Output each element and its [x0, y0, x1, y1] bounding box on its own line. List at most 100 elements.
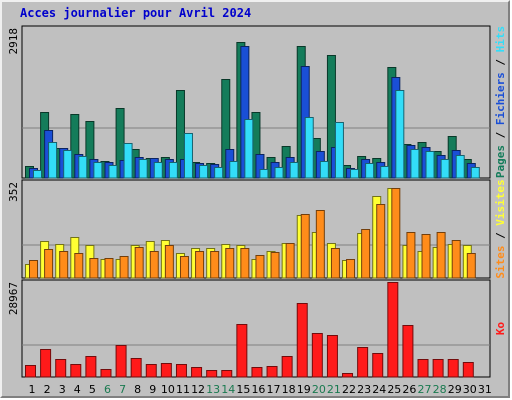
visits-sites-bar-sites-day-26	[406, 232, 416, 279]
hits-files-pages-bar-hits-day-6	[108, 165, 118, 179]
x-tick-label-day-20: 20	[312, 383, 326, 396]
kilobytes-bar-ko-day-26	[402, 325, 414, 378]
kilobytes-bar-ko-day-5	[85, 356, 97, 378]
x-tick-label-day-18: 18	[282, 383, 296, 396]
x-tick-label-day-10: 10	[161, 383, 175, 396]
legend-visites: Visites	[494, 179, 507, 225]
x-tick-label-day-31: 31	[478, 383, 492, 396]
kilobytes-bar-ko-day-2	[40, 349, 52, 378]
kilobytes-bar-ko-day-25	[387, 282, 399, 378]
visits-sites-bar-sites-day-10	[164, 245, 174, 279]
hits-files-pages-bar-hits-day-14	[229, 161, 239, 179]
x-tick-label-day-4: 4	[74, 383, 81, 396]
hits-files-pages-bar-hits-day-10	[168, 162, 178, 179]
kilobytes-bar-ko-day-7	[115, 345, 127, 378]
visits-sites-bar-sites-day-24	[376, 204, 386, 279]
kilobytes-ymax-label: 28967	[7, 282, 20, 315]
kilobytes-bar-ko-day-1	[25, 365, 36, 378]
visits-sites-bar-sites-day-22	[346, 259, 356, 279]
visits-sites-bar-sites-day-7	[119, 256, 129, 279]
x-tick-label-day-7: 7	[119, 383, 126, 396]
visits-sites-ymax-label: 352	[7, 182, 20, 202]
x-tick-label-day-12: 12	[191, 383, 205, 396]
hits-files-pages-bar-hits-day-1	[33, 170, 42, 179]
visits-sites-right-legend: Sites / Visites	[494, 179, 507, 278]
legend-fichiers: Fichiers	[494, 72, 507, 125]
visits-sites-bar-sites-day-29	[451, 240, 461, 279]
hits-files-pages-bar-hits-day-22	[350, 169, 360, 179]
x-tick-label-day-6: 6	[104, 383, 111, 396]
visits-sites-bar-sites-day-19	[300, 214, 310, 279]
legend-pages: Pages	[494, 145, 507, 178]
kilobytes-bar-ko-day-28	[432, 359, 444, 378]
x-tick-label-day-27: 27	[418, 383, 432, 396]
kilobytes-bar-ko-day-10	[160, 363, 172, 378]
legend-ko: Ko	[494, 322, 507, 336]
visits-sites-bar-sites-day-6	[104, 258, 114, 279]
kilobytes-bar-ko-day-9	[145, 364, 157, 378]
x-tick-label-day-19: 19	[297, 383, 311, 396]
visits-sites-bar-sites-day-18	[285, 243, 295, 279]
kilobytes-bar-ko-day-27	[417, 359, 429, 378]
hits-files-pages-bar-hits-day-2	[48, 142, 58, 179]
kilobytes-bar-ko-day-12	[191, 367, 203, 378]
x-tick-label-day-9: 9	[149, 383, 156, 396]
visits-sites-bar-sites-day-23	[361, 229, 371, 279]
hits-files-pages-bar-hits-day-11	[183, 133, 193, 179]
legend-hits: Hits	[494, 26, 507, 53]
kilobytes-bar-ko-day-30	[462, 362, 474, 378]
hits-files-pages-bar-hits-day-28	[440, 159, 450, 179]
hits-files-pages-bar-hits-day-18	[289, 162, 299, 179]
x-tick-label-day-1: 1	[29, 383, 36, 396]
hits-files-pages-bar-hits-day-20	[319, 161, 329, 179]
visits-sites-bar-sites-day-21	[330, 248, 340, 279]
hits-files-pages-bar-hits-day-9	[153, 162, 163, 179]
kilobytes-bar-ko-day-16	[251, 367, 263, 378]
hits-files-pages-bar-hits-day-7	[123, 143, 133, 179]
x-tick-label-day-21: 21	[327, 383, 341, 396]
visits-sites-bar-sites-day-30	[466, 253, 476, 279]
hits-files-pages-bar-hits-day-30	[470, 167, 480, 179]
visits-sites-bar-sites-day-11	[179, 256, 189, 279]
visits-sites-bar-sites-day-4	[74, 253, 84, 279]
x-tick-label-day-25: 25	[387, 383, 401, 396]
hits-files-pages-bar-hits-day-4	[78, 156, 88, 179]
x-tick-label-day-28: 28	[433, 383, 447, 396]
kilobytes-bar-ko-day-22	[342, 373, 354, 378]
kilobytes-bar-ko-day-4	[70, 364, 82, 378]
x-tick-label-day-23: 23	[357, 383, 371, 396]
hits-files-pages-bar-hits-day-21	[334, 122, 344, 179]
kilobytes-bar-ko-day-11	[175, 364, 187, 378]
hits-files-pages-bar-hits-day-29	[455, 155, 465, 179]
x-tick-label-day-16: 16	[251, 383, 265, 396]
hits-files-pages-bar-hits-day-27	[425, 151, 435, 179]
visits-sites-bar-sites-day-1	[29, 260, 38, 279]
kilobytes-bar-ko-day-18	[281, 356, 293, 378]
x-tick-label-day-29: 29	[448, 383, 462, 396]
hits-files-pages-bar-hits-day-23	[365, 163, 375, 179]
kilobytes-bar-ko-day-19	[296, 303, 308, 378]
kilobytes-bar-ko-day-21	[326, 335, 338, 378]
x-tick-label-day-5: 5	[89, 383, 96, 396]
kilobytes-bar-ko-day-15	[236, 324, 248, 378]
hits-files-pages-bar-hits-day-12	[199, 165, 209, 179]
visits-sites-bar-sites-day-13	[210, 251, 220, 279]
x-tick-label-day-17: 17	[267, 383, 281, 396]
visits-sites-bar-sites-day-16	[255, 255, 265, 279]
visits-sites-bar-sites-day-25	[391, 188, 401, 279]
visits-sites-bar-sites-day-5	[89, 258, 99, 279]
x-tick-label-day-2: 2	[44, 383, 51, 396]
hits-files-pages-right-legend: Pages / Fichiers / Hits	[494, 26, 507, 178]
x-tick-label-day-30: 30	[463, 383, 477, 396]
hits-files-pages-bar-hits-day-15	[244, 119, 254, 179]
kilobytes-bar-ko-day-23	[357, 347, 369, 378]
visits-sites-bar-sites-day-17	[270, 252, 280, 279]
hits-files-pages-bar-hits-day-19	[304, 117, 314, 179]
hits-files-pages-ymax-label: 2918	[7, 28, 20, 55]
visits-sites-bar-sites-day-15	[240, 248, 250, 279]
x-tick-label-day-13: 13	[206, 383, 220, 396]
visits-sites-bar-sites-day-9	[149, 251, 159, 279]
visits-sites-bar-sites-day-3	[59, 251, 69, 279]
